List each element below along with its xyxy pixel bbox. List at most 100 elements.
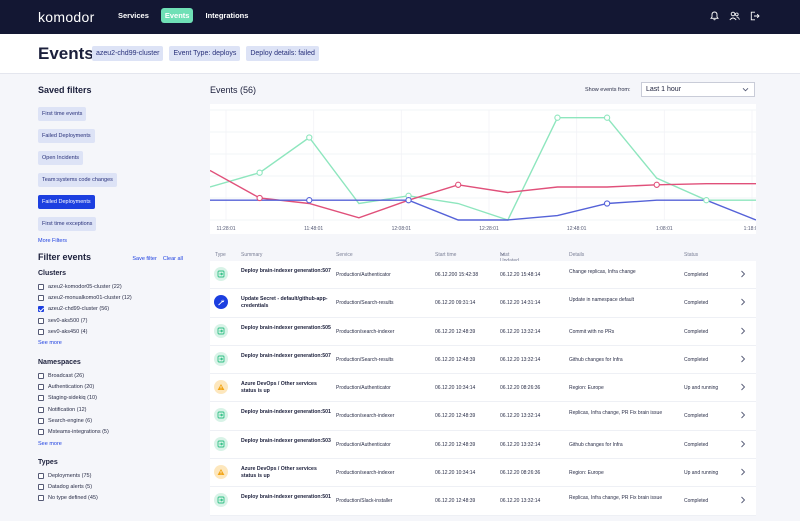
saved-filter-item[interactable]: Open Incidents — [38, 151, 83, 165]
col-header-status[interactable]: Status — [684, 252, 699, 258]
table-row[interactable]: Deploy brain-indexer generation:501 Produ… — [210, 487, 756, 516]
logout-icon[interactable] — [750, 11, 760, 21]
saved-filter-item[interactable]: Failed Deployments — [38, 129, 95, 143]
checkbox-row[interactable]: Search-engine (6) — [38, 415, 188, 426]
row-summary: Azure DevOps / Other services status is … — [241, 381, 317, 395]
table-row[interactable]: Azure DevOps / Other services status is … — [210, 459, 756, 488]
checkbox-row[interactable]: Msteams-integrations (5) — [38, 426, 188, 437]
row-status: Completed — [684, 356, 709, 363]
nav-events[interactable]: Events — [160, 8, 194, 23]
chevron-right-icon[interactable] — [740, 327, 746, 337]
col-header-summary[interactable]: Summary — [241, 252, 263, 258]
data-point[interactable] — [603, 200, 611, 207]
users-icon[interactable] — [729, 11, 740, 21]
checkbox[interactable] — [38, 429, 44, 436]
saved-filter-item-selected[interactable]: Failed Deployments — [38, 195, 95, 209]
data-point[interactable] — [256, 169, 263, 176]
checkbox-label: Deployments (75) — [48, 472, 92, 479]
data-point[interactable] — [405, 197, 412, 204]
row-summary: Azure DevOps / Other services status is … — [241, 466, 317, 480]
saved-filter-item[interactable]: First time events — [38, 107, 87, 121]
row-summary: Deploy brain-indexer generation:505 — [241, 324, 331, 331]
table-row[interactable]: Azure DevOps / Other services status is … — [210, 374, 756, 403]
time-range-select[interactable]: Last 1 hour — [641, 82, 755, 97]
checkbox-row[interactable]: azeu2-chd99-cluster (56) — [38, 304, 188, 315]
checkbox-row[interactable]: Broadcast (26) — [38, 370, 188, 381]
chevron-right-icon[interactable] — [740, 496, 746, 506]
checkbox-row[interactable]: No type defined (45) — [38, 493, 188, 504]
checkbox-row[interactable]: Staging-sidekiq (10) — [38, 393, 188, 404]
table-row[interactable]: Deploy brain-indexer generation:503 Produ… — [210, 430, 756, 460]
data-point[interactable] — [554, 114, 561, 121]
checkbox-row[interactable]: Datadog alerts (5) — [38, 481, 188, 492]
chevron-right-icon[interactable] — [740, 468, 746, 478]
checkbox-row[interactable]: Authentication (20) — [38, 381, 188, 392]
checkbox[interactable] — [38, 483, 44, 490]
checkbox-row[interactable]: sev0-aks500 (7) — [38, 315, 188, 326]
col-header-type[interactable]: Type — [215, 252, 226, 258]
row-start-time: 06.12.20 12:48:39 — [435, 328, 476, 335]
checkbox[interactable] — [38, 472, 44, 479]
checkbox[interactable] — [38, 283, 44, 290]
filter-chip-deploy-details[interactable]: Deploy details: failed — [246, 46, 319, 61]
data-point[interactable] — [306, 134, 313, 141]
show-events-from-label: Show events from: — [585, 87, 631, 93]
checkbox[interactable] — [38, 317, 44, 324]
nav-integrations[interactable]: Integrations — [205, 11, 249, 20]
table-row[interactable]: Deploy brain-indexer generation:507 Produ… — [210, 261, 756, 290]
checkbox-row[interactable]: Deployments (75) — [38, 470, 188, 481]
row-details: Replicas, Infra change, PR Fix brain iss… — [569, 495, 663, 502]
table-row[interactable]: Update Secret - default/github-app-crede… — [210, 289, 756, 318]
col-header-service[interactable]: Service — [336, 252, 353, 258]
saved-filter-item[interactable]: Team:systems code changes — [38, 173, 117, 187]
col-header-last-updated[interactable]: Last Updated — [500, 252, 519, 264]
checkbox[interactable] — [38, 294, 44, 301]
col-header-start-time[interactable]: Start time — [435, 252, 457, 258]
row-status: Completed — [684, 413, 709, 420]
data-point[interactable] — [306, 197, 313, 204]
wrench-icon — [214, 295, 228, 310]
series-line — [210, 169, 756, 219]
clear-all-link[interactable]: Clear all — [162, 256, 183, 262]
chevron-right-icon[interactable] — [740, 411, 746, 421]
checkbox-row[interactable]: azeu2-komodor05-cluster (22) — [38, 281, 188, 292]
chevron-right-icon[interactable] — [740, 298, 746, 308]
namespaces-see-more-link[interactable]: See more — [38, 440, 62, 447]
bell-icon[interactable] — [710, 11, 719, 21]
checkbox[interactable] — [38, 406, 44, 413]
filter-chip-event-type[interactable]: Event Type: deploys — [169, 46, 241, 61]
checkbox-checked[interactable] — [38, 306, 44, 313]
checkbox[interactable] — [38, 328, 44, 335]
checkbox[interactable] — [38, 417, 44, 424]
x-tick-label: 1:08:01 — [656, 226, 673, 232]
table-row[interactable]: Deploy brain-indexer generation:501 Produ… — [210, 402, 756, 431]
checkbox-row[interactable]: sev0-aks450 (4) — [38, 326, 188, 337]
row-last-updated: 06.12.20 14:31:14 — [500, 300, 541, 307]
checkbox-row[interactable]: azeu2-monualkomo01-cluster (12) — [38, 292, 188, 303]
data-point[interactable] — [703, 197, 710, 204]
data-point[interactable] — [653, 181, 660, 188]
checkbox-row[interactable]: Notification (12) — [38, 404, 188, 415]
clusters-see-more-link[interactable]: See more — [38, 340, 62, 347]
chevron-right-icon[interactable] — [740, 383, 746, 393]
save-filter-link[interactable]: Save filter — [132, 256, 157, 262]
table-row[interactable]: Deploy brain-indexer generation:507 Produ… — [210, 345, 756, 375]
checkbox[interactable] — [38, 395, 44, 402]
checkbox[interactable] — [38, 495, 44, 502]
data-point[interactable] — [256, 194, 263, 202]
saved-filter-item[interactable]: First time exceptions — [38, 217, 97, 231]
filter-chip-cluster[interactable]: azeu2-chd99-cluster — [92, 46, 164, 61]
more-filters-link[interactable]: More Filters — [38, 238, 68, 244]
checkbox[interactable] — [38, 383, 44, 390]
checkbox[interactable] — [38, 372, 44, 379]
chevron-right-icon[interactable] — [740, 270, 746, 280]
komodor-logo[interactable]: komodor — [38, 9, 95, 25]
col-header-details[interactable]: Details — [569, 252, 585, 258]
x-tick-label: 1:18:01 — [744, 226, 756, 232]
chevron-right-icon[interactable] — [740, 355, 746, 365]
data-point[interactable] — [455, 181, 462, 188]
data-point[interactable] — [603, 114, 611, 121]
nav-services[interactable]: Services — [118, 11, 149, 20]
table-row[interactable]: Deploy brain-indexer generation:505 Produ… — [210, 317, 756, 346]
chevron-right-icon[interactable] — [740, 440, 746, 450]
